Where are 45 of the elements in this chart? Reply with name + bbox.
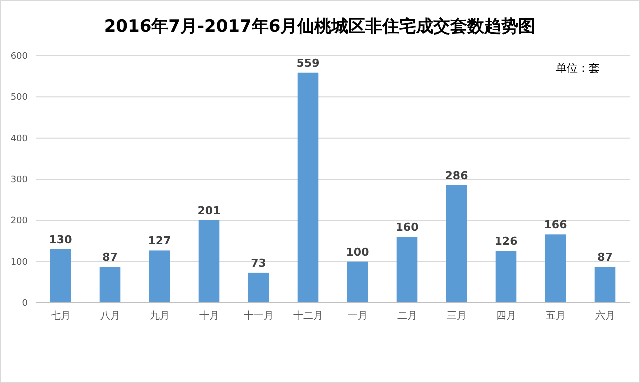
data-label: 559: [296, 56, 320, 70]
y-tick-label: 500: [10, 93, 28, 104]
y-tick-label: 200: [10, 216, 28, 227]
y-tick-label: 0: [22, 299, 28, 309]
x-tick-label: 八月: [100, 311, 120, 322]
bar: [545, 234, 566, 303]
bar: [50, 249, 72, 303]
data-label: 130: [49, 233, 73, 246]
data-label: 73: [251, 256, 266, 270]
bar: [496, 251, 517, 303]
x-tick-label: 五月: [546, 311, 566, 322]
bar: [446, 185, 468, 303]
bar: [347, 262, 368, 303]
data-label: 166: [544, 218, 568, 232]
data-label: 160: [396, 221, 420, 234]
y-tick-label: 400: [10, 134, 28, 144]
annotation: 单位：套: [556, 62, 600, 75]
x-tick-label: 六月: [595, 310, 616, 322]
bar: [198, 220, 220, 303]
x-tick-label: 一月: [348, 311, 368, 322]
data-label: 127: [148, 234, 172, 248]
data-label: 286: [445, 169, 469, 182]
x-tick-label: 三月: [446, 311, 467, 322]
x-tick-label: 九月: [150, 310, 170, 322]
x-tick-label: 十一月: [244, 310, 274, 322]
data-label: 126: [494, 235, 518, 248]
bar: [594, 267, 616, 303]
data-label: 87: [102, 251, 118, 264]
x-tick-label: 二月: [397, 311, 418, 322]
bar: [149, 250, 170, 303]
x-tick-label: 七月: [50, 310, 71, 322]
data-label: 100: [346, 246, 370, 259]
x-tick-label: 十二月: [293, 310, 324, 322]
x-tick-label: 四月: [496, 311, 516, 322]
bar: [396, 237, 418, 303]
chart-title: 2016年7月-2017年6月仙桃城区非住宅成交套数趋势图: [104, 17, 536, 37]
bar: [298, 72, 319, 303]
bar: [248, 272, 270, 303]
x-tick-label: 十月: [199, 310, 220, 322]
data-label: 201: [198, 204, 221, 218]
y-tick-label: 100: [10, 258, 28, 268]
bar: [100, 267, 121, 303]
y-tick-label: 300: [10, 176, 28, 186]
data-label: 87: [598, 251, 613, 264]
y-tick-label: 600: [10, 52, 28, 62]
